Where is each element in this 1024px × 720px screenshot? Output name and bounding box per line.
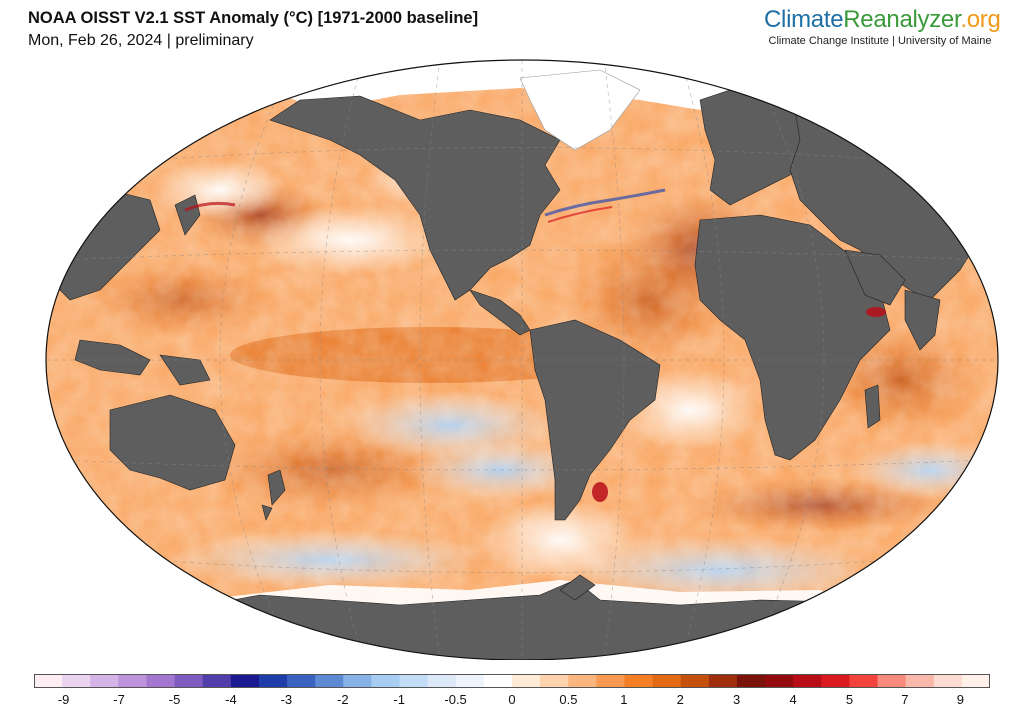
color-scale-bin: [455, 674, 485, 688]
color-scale-tick-label: -0.5: [444, 692, 467, 707]
color-scale-bin: [821, 674, 850, 688]
color-scale-bin: [540, 674, 569, 688]
color-scale-bin: [427, 674, 457, 688]
color-scale-bin: [877, 674, 907, 688]
color-scale-bin: [343, 674, 372, 688]
color-scale-tick-label: 0.5: [559, 692, 578, 707]
color-scale-bin: [708, 674, 738, 688]
color-scale-tick-label: 5: [845, 692, 854, 707]
color-scale-bin: [765, 674, 794, 688]
brand-climate: Climate: [764, 6, 844, 33]
brand-logo-text[interactable]: ClimateReanalyzer.org: [764, 6, 1001, 34]
color-scale-bin: [652, 674, 682, 688]
color-scale-tick-label: -3: [280, 692, 293, 707]
color-scale-tick-label: 9: [956, 692, 964, 707]
map-date-subtitle: Mon, Feb 26, 2024 | preliminary: [28, 32, 254, 49]
color-scale-bin: [568, 674, 597, 688]
color-scale-bin: [596, 674, 625, 688]
color-scale-bin: [146, 674, 176, 688]
globe-outline: [45, 59, 999, 660]
anomaly-color-scale: [34, 674, 990, 688]
color-scale-tick-label: 2: [676, 692, 684, 707]
color-scale-border: [34, 674, 990, 688]
color-scale-bin: [961, 674, 990, 688]
brand-org: .org: [960, 6, 1001, 33]
color-scale-bin: [483, 674, 513, 688]
color-scale-bin: [793, 674, 822, 688]
color-scale-bin: [258, 674, 288, 688]
color-scale-bin: [287, 674, 316, 688]
color-scale-bin: [90, 674, 119, 688]
brand-tagline: Climate Change Institute | University of…: [768, 35, 992, 47]
world-sst-map: [45, 59, 999, 660]
color-scale-tick-label: -7: [113, 692, 125, 707]
color-scale-bin: [680, 674, 710, 688]
color-scale-bin: [371, 674, 401, 688]
color-scale-bin: [849, 674, 879, 688]
color-scale-bin: [230, 674, 260, 688]
color-scale-tick-label: 3: [733, 692, 741, 707]
color-scale-tick-label: -1: [393, 692, 405, 707]
graticule: [46, 60, 998, 660]
color-scale-tick-label: 1: [620, 692, 628, 707]
color-scale-tick-label: 4: [789, 692, 797, 707]
color-scale-bin: [933, 674, 963, 688]
color-scale-tick-label: 7: [901, 692, 909, 707]
map-title: NOAA OISST V2.1 SST Anomaly (°C) [1971-2…: [28, 9, 479, 27]
color-scale-tick-label: -5: [168, 692, 181, 707]
ocean-anomaly-field: [46, 60, 998, 660]
color-scale-bin: [624, 674, 654, 688]
color-scale-bin: [399, 674, 429, 688]
color-scale-tick-label: -9: [57, 692, 70, 707]
color-scale-bin: [736, 674, 766, 688]
brand-block: ClimateReanalyzer.org Climate Change Ins…: [764, 6, 1001, 47]
color-scale-tick-label: -2: [337, 692, 349, 707]
color-scale-bin: [512, 674, 541, 688]
color-scale-tick-label: 0: [508, 692, 516, 707]
color-scale-bin: [62, 674, 91, 688]
color-scale-tick-label: -4: [225, 692, 237, 707]
color-scale-bin: [202, 674, 232, 688]
color-scale-bin: [174, 674, 204, 688]
color-scale-bin: [118, 674, 147, 688]
brand-reanalyzer: Reanalyzer: [843, 6, 961, 33]
color-scale-bin: [905, 674, 935, 688]
color-scale-bin: [315, 674, 344, 688]
color-scale-bin: [34, 674, 63, 688]
